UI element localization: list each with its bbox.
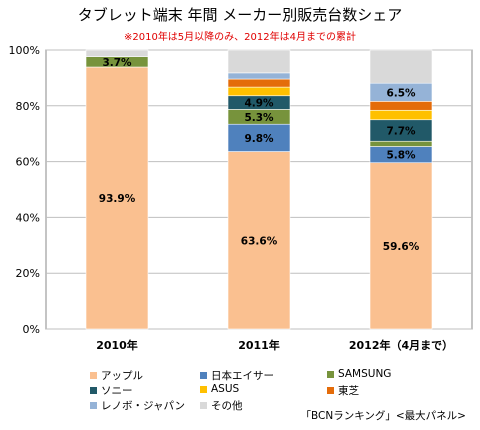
data-label: 7.7%: [386, 125, 416, 137]
bar-segment: [227, 86, 291, 97]
bar-segment: [227, 123, 291, 152]
y-tick-label: 60%: [16, 156, 40, 169]
bar-segment: [227, 151, 291, 330]
data-label: 63.6%: [241, 235, 278, 247]
y-tick-label: 0%: [23, 323, 40, 336]
bar-segment: [227, 49, 291, 74]
y-tick-label: 100%: [9, 44, 40, 57]
y-tick-label: 40%: [16, 211, 40, 224]
bar-segment: [227, 78, 291, 88]
source-note: 「BCNランキング」<最大パネル>: [300, 410, 467, 422]
data-label: 93.9%: [99, 193, 136, 205]
data-label: 59.6%: [383, 241, 420, 253]
bar-segment: [369, 162, 433, 330]
bar-segment: [227, 72, 291, 80]
y-tick-label: 20%: [16, 267, 40, 280]
data-label: 9.8%: [244, 133, 274, 145]
data-label: 5.8%: [386, 150, 416, 162]
y-tick-label: 80%: [16, 100, 40, 113]
bar-segment: [85, 66, 149, 330]
bar-segment: [369, 101, 433, 111]
bar-segment: [85, 49, 149, 57]
data-label: 6.5%: [386, 87, 416, 99]
bar-segment: [369, 49, 433, 84]
bar-segment: [369, 109, 433, 121]
x-tick-label: 2011年: [238, 338, 280, 352]
x-tick-label: 2010年: [96, 338, 138, 352]
x-tick-label: 2012年（4月まで）: [349, 338, 453, 352]
data-label: 5.3%: [244, 112, 274, 124]
chart-title: タブレット端末 年間 メーカー別販売台数シェア: [77, 6, 403, 24]
data-label: 4.9%: [244, 98, 274, 110]
data-label: 3.7%: [102, 57, 132, 69]
bar-segment: [369, 140, 433, 147]
chart-subtitle: ※2010年は5月以降のみ、2012年は4月までの累計: [123, 32, 356, 43]
